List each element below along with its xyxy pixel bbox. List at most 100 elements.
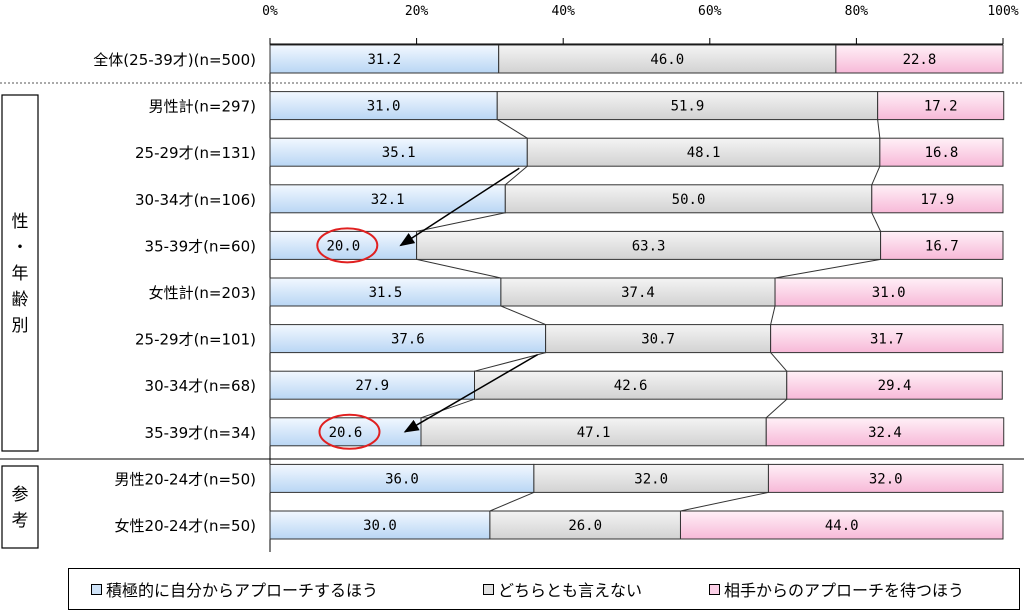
series-connector [500,305,546,326]
bar-segment [269,44,500,74]
x-tick-label: 80% [845,4,869,19]
bar-segment [765,417,1005,447]
group-label-reference: 参考 [12,485,29,531]
bar-segment [533,463,769,493]
bar-segment [770,324,1004,354]
bar-segment [774,277,1003,307]
series-connector [770,352,788,372]
category-label: 25-29才(n=131) [135,144,256,162]
x-tick-label: 60% [698,4,722,19]
legend-label: どちらとも言えない [498,581,643,600]
series-connector [504,165,528,186]
category-label: 35-39才(n=60) [145,237,256,255]
data-label: 32.4 [868,425,902,441]
data-label: 51.9 [671,99,705,115]
bar-segment [474,370,788,400]
data-label: 36.0 [385,471,419,487]
category-label: 25-29才(n=101) [135,331,256,349]
data-label: 26.0 [568,518,602,534]
bar-segment [269,137,528,167]
series-connector [680,491,769,512]
highlight-circle [318,413,381,450]
x-tick-label: 100% [987,4,1018,19]
bar-segment [498,44,837,74]
bar-segment [269,184,506,214]
data-label: 32.0 [869,471,903,487]
data-label: 20.0 [326,238,360,254]
legend-item: 積極的に自分からアプローチするほう [91,577,378,601]
series-connector [770,305,776,325]
bar-segment [879,137,1004,167]
bar-segment [269,324,547,354]
category-label: 全体(25-39才)(n=500) [93,51,256,69]
data-label: 22.8 [903,52,937,68]
data-label: 16.7 [925,238,959,254]
stacked-bar-chart: 0% 20% 40% 60% 80% 100% 31.2 46.0 22.8 31.0 51.9 1… [0,4,1024,552]
series-connector [871,212,882,232]
series-connector [765,398,788,419]
category-label: 女性計(n=203) [149,284,256,302]
bar-segment [269,510,491,540]
bar-segment [871,184,1004,214]
bar-segment [500,277,776,307]
data-label: 16.8 [925,145,959,161]
category-label: 30-34才(n=68) [145,377,256,395]
data-label: 31.5 [369,285,403,301]
data-label: 17.2 [924,99,958,115]
data-label: 50.0 [672,192,706,208]
trend-arrow [399,167,520,247]
data-label: 35.1 [382,145,416,161]
data-label: 20.6 [329,425,363,441]
data-label: 31.0 [872,285,906,301]
highlight-circle [316,227,379,264]
category-label: 30-34才(n=106) [135,191,256,209]
category-label: 男性20-24才(n=50) [115,470,256,488]
data-label: 31.7 [870,332,904,348]
data-label: 48.1 [687,145,721,161]
series-connector [420,398,475,419]
legend-item: 相手からのアプローチを待つほう [709,577,964,601]
bar-segment [877,91,1005,121]
legend: 積極的に自分からアプローチするほう どちらとも言えない 相手からのアプローチを待つほ… [68,568,1020,610]
data-label: 44.0 [825,518,859,534]
data-label: 27.9 [355,378,389,394]
bar-segment [880,230,1004,260]
series-connector [416,258,502,279]
series-connector [877,119,881,139]
series-connector [416,212,506,232]
category-label: 男性計(n=297) [149,98,256,116]
series-connector [496,119,528,139]
data-label: 46.0 [650,52,684,68]
bar-segment [269,91,498,121]
group-label-gender-age-box [1,94,39,452]
data-label: 30.7 [641,332,675,348]
data-label: 47.1 [577,425,611,441]
series-connector [474,352,546,372]
legend-item: どちらとも言えない [483,577,642,601]
bar-segment [269,230,418,260]
data-label: 37.4 [621,285,655,301]
group-label-gender-age: 性・年齢別 [12,212,29,336]
bar-segment [786,370,1003,400]
data-label: 29.4 [878,378,912,394]
data-label: 32.1 [371,192,405,208]
data-label: 42.6 [614,378,648,394]
legend-swatch [483,583,494,595]
bar-segment [416,230,882,260]
legend-swatch [709,583,720,595]
series-connector [774,258,881,279]
legend-label: 相手からのアプローチを待つほう [724,581,965,600]
category-label: 女性20-24才(n=50) [115,517,256,535]
bar-segment [835,44,1004,74]
x-tick-label: 0% [262,4,278,19]
legend-label: 積極的に自分からアプローチするほう [106,581,379,600]
bar-segment [269,370,476,400]
data-label: 32.0 [634,471,668,487]
series-connector [489,491,535,512]
trend-arrow [403,353,538,433]
data-label: 17.9 [921,192,955,208]
data-label: 30.0 [363,518,397,534]
bar-segment [269,463,535,493]
data-label: 37.6 [391,332,425,348]
group-label-reference-box [1,465,39,549]
